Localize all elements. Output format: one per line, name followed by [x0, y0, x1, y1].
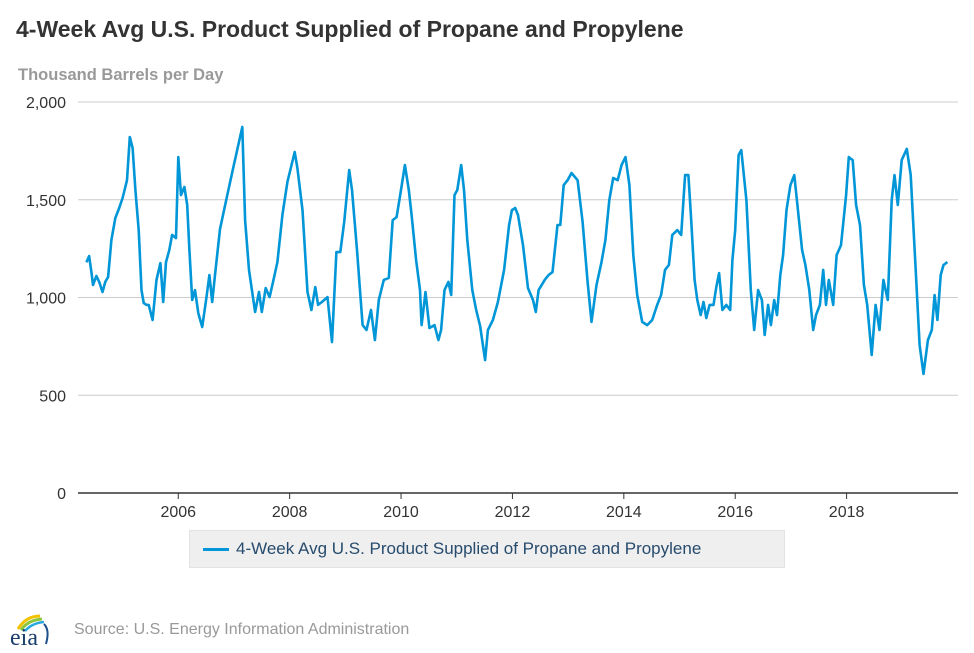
y-tick-label: 2,000: [26, 95, 66, 112]
legend-label: 4-Week Avg U.S. Product Supplied of Prop…: [236, 539, 702, 558]
y-tick-label: 0: [57, 486, 66, 503]
x-tick-label: 2008: [272, 504, 308, 521]
y-tick-label: 1,000: [26, 291, 66, 308]
x-tick-label: 2016: [717, 504, 753, 521]
footer: eia Source: U.S. Energy Information Admi…: [8, 612, 410, 651]
x-tick-label: 2014: [606, 504, 642, 521]
source-note: Source: U.S. Energy Information Administ…: [74, 621, 410, 638]
x-axis: 2006 2008 2010 2012 2014 2016 2018: [78, 492, 958, 521]
x-tick-label: 2006: [160, 504, 196, 521]
gridlines: [78, 101, 958, 396]
x-tick-label: 2012: [495, 504, 531, 521]
legend[interactable]: 4-Week Avg U.S. Product Supplied of Prop…: [189, 530, 785, 568]
chart-title: 4-Week Avg U.S. Product Supplied of Prop…: [16, 16, 684, 42]
series-layer: [85, 125, 949, 376]
y-tick-label: 1,500: [26, 193, 66, 210]
legend-swatch-icon: [203, 547, 229, 551]
y-axis-unit-label: Thousand Barrels per Day: [18, 66, 224, 84]
y-tick-label: 500: [39, 388, 66, 405]
eia-logo-text: eia: [10, 625, 38, 648]
series-line: [85, 125, 949, 376]
x-tick-label: 2010: [383, 504, 419, 521]
y-axis-ticks: 0 500 1,000 1,500 2,000: [26, 95, 66, 503]
eia-logo-icon: eia: [8, 612, 60, 651]
x-tick-label: 2018: [829, 504, 865, 521]
